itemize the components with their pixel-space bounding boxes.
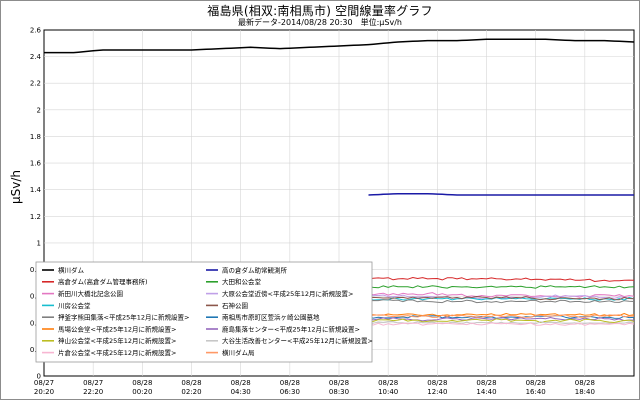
x-tick-date: 08/28 <box>575 379 595 387</box>
legend-label: 高の倉ダム助常観測所 <box>222 265 288 274</box>
legend-label: 新田川大橋北記念公園 <box>58 289 123 298</box>
x-axis: 08/2720:2008/2722:2008/2800:2008/2802:20… <box>34 379 595 396</box>
series-line <box>44 38 635 54</box>
x-tick-date: 08/27 <box>34 379 54 387</box>
x-tick-time: 14:40 <box>476 388 496 396</box>
x-tick-date: 08/28 <box>476 379 496 387</box>
series-line <box>368 192 634 196</box>
y-tick-label: 1.4 <box>30 186 42 194</box>
legend-label: 高倉ダム(高倉ダム管理事務所) <box>58 277 148 286</box>
legend-label: 横川ダム <box>58 265 85 274</box>
y-tick-label: 2.6 <box>30 27 42 35</box>
y-tick-label: 0 <box>37 373 41 381</box>
legend-label: 南相馬市原町区萱浜ヶ崎公園墓地 <box>222 313 320 322</box>
x-tick-date: 08/28 <box>231 379 251 387</box>
x-tick-date: 08/28 <box>280 379 300 387</box>
y-tick-label: 1 <box>37 239 41 247</box>
legend-label: 神山公会堂<平成25年12月に新規設置> <box>58 336 176 345</box>
x-tick-time: 00:20 <box>132 388 152 396</box>
x-tick-date: 08/28 <box>132 379 152 387</box>
x-tick-date: 08/28 <box>181 379 201 387</box>
legend-label: 鹿島集落センター<平成25年12月に新規設置> <box>222 324 360 333</box>
legend-label: 片倉公会堂<平成25年12月に新規設置> <box>58 348 176 357</box>
y-tick-label: 0.2 <box>30 346 41 354</box>
x-tick-time: 12:40 <box>427 388 447 396</box>
legend-label: 横川ダム局 <box>222 348 255 357</box>
y-tick-label: 0.8 <box>30 266 41 274</box>
x-tick-time: 22:20 <box>83 388 103 396</box>
legend-label: 石神公園 <box>222 301 248 310</box>
x-tick-date: 08/28 <box>526 379 546 387</box>
legend-label: 押釜字熊田集落<平成25年12月に新規設置> <box>58 313 189 322</box>
y-tick-label: 2.2 <box>30 80 41 88</box>
x-tick-time: 16:40 <box>526 388 546 396</box>
legend-label: 馬場公会堂<平成25年12月に新規設置> <box>58 324 176 333</box>
x-tick-date: 08/28 <box>329 379 349 387</box>
x-tick-time: 18:40 <box>575 388 595 396</box>
y-tick-label: 1.2 <box>30 213 41 221</box>
chart-subtitle: 最新データ-2014/08/28 20:30 単位:μSv/h <box>238 18 402 27</box>
y-tick-label: 1.6 <box>30 160 42 168</box>
x-tick-time: 04:30 <box>231 388 251 396</box>
x-tick-date: 08/27 <box>83 379 103 387</box>
y-tick-label: 2 <box>37 106 41 114</box>
x-tick-time: 20:20 <box>34 388 54 396</box>
y-tick-label: 2.4 <box>30 53 42 61</box>
y-tick-label: 1.8 <box>30 133 41 141</box>
x-tick-date: 08/28 <box>378 379 398 387</box>
chart-title: 福島県(相双:南相馬市) 空間線量率グラフ <box>207 4 433 18</box>
x-tick-time: 08:30 <box>329 388 349 396</box>
legend-label: 大谷生活改善センター<平成25年12月に新規設置> <box>222 336 373 345</box>
x-tick-time: 06:30 <box>280 388 300 396</box>
x-tick-time: 10:40 <box>378 388 398 396</box>
legend-box <box>35 261 373 363</box>
x-tick-time: 02:20 <box>181 388 201 396</box>
legend-label: 川房公会堂 <box>58 301 91 310</box>
legend-label: 大田和公会堂 <box>222 277 262 286</box>
x-tick-date: 08/28 <box>427 379 447 387</box>
legend-label: 大原公会堂近傍<平成25年12月に新規設置> <box>222 289 353 298</box>
